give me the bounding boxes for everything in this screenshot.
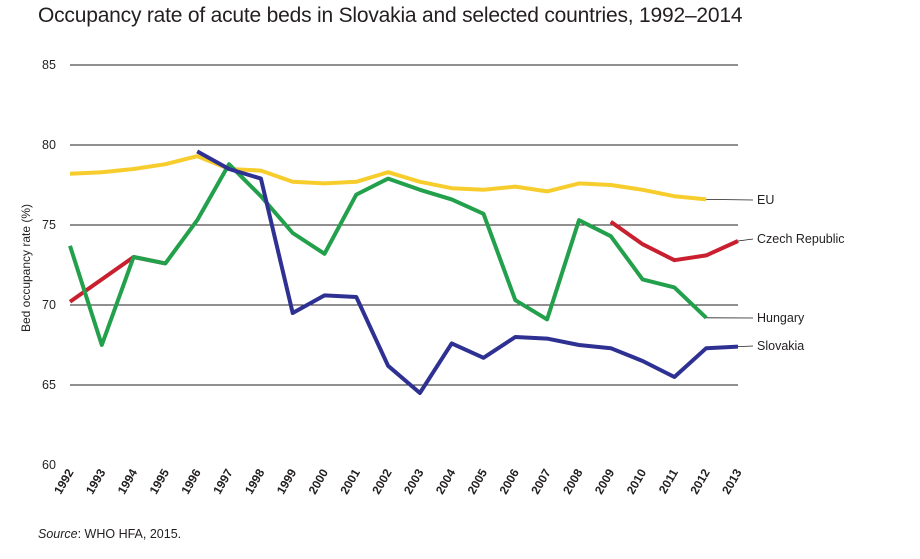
x-tick-label: 2012 xyxy=(687,466,713,496)
y-tick-label: 80 xyxy=(42,138,56,152)
source-note: Source: WHO HFA, 2015. xyxy=(38,527,181,541)
series-line-hungary xyxy=(68,162,708,347)
series-label-eu: EU xyxy=(757,193,774,207)
x-axis-ticks: 1992 1993 1994 1995 1996 1997 1998 1999 2000 2001… xyxy=(51,466,745,496)
source-text: : WHO HFA, 2015. xyxy=(77,527,182,541)
series-line-slovakia xyxy=(196,149,739,395)
leader-line-czech-republic xyxy=(737,238,754,242)
x-tick-label: 1997 xyxy=(210,466,236,496)
x-tick-label: 2004 xyxy=(433,466,459,496)
series-label-czech-republic: Czech Republic xyxy=(757,232,845,246)
x-tick-label: 2013 xyxy=(719,466,745,496)
x-tick-label: 2010 xyxy=(624,466,650,496)
y-tick-label: 60 xyxy=(42,458,56,472)
x-tick-label: 1998 xyxy=(242,466,268,496)
x-tick-label: 2001 xyxy=(337,466,363,496)
leader-line-slovakia xyxy=(737,345,754,347)
series-line-czech-republic xyxy=(609,220,739,263)
y-tick-label: 65 xyxy=(42,378,56,392)
x-tick-label: 1994 xyxy=(115,466,141,496)
x-tick-label: 1995 xyxy=(147,466,173,496)
series-labels: EU Czech Republic Hungary Slovakia xyxy=(706,193,845,353)
series-line-eu xyxy=(69,154,707,202)
chart-title: Occupancy rate of acute beds in Slovakia… xyxy=(38,4,743,27)
x-tick-label: 2005 xyxy=(465,466,491,496)
x-tick-label: 2007 xyxy=(528,466,554,496)
x-tick-label: 2009 xyxy=(592,466,618,496)
series-label-slovakia: Slovakia xyxy=(757,339,804,353)
x-tick-label: 2003 xyxy=(401,466,427,496)
x-tick-label: 2008 xyxy=(560,466,586,496)
y-tick-label: 85 xyxy=(42,58,56,72)
x-tick-label: 1993 xyxy=(83,466,109,496)
x-tick-label: 2000 xyxy=(306,466,332,496)
x-tick-label: 2002 xyxy=(369,466,395,496)
series-label-hungary: Hungary xyxy=(757,311,805,325)
x-tick-label: 1996 xyxy=(178,466,204,496)
y-axis-label: Bed occupancy rate (%) xyxy=(19,204,33,332)
x-tick-label: 2006 xyxy=(496,466,522,496)
leader-line-eu xyxy=(706,199,754,201)
y-axis-ticks: 60 65 70 75 80 85 xyxy=(42,58,56,472)
y-tick-label: 75 xyxy=(42,218,56,232)
source-label: Source xyxy=(38,527,78,541)
y-tick-label: 70 xyxy=(42,298,56,312)
series-lines xyxy=(68,149,739,395)
gridlines xyxy=(70,64,738,386)
x-tick-label: 2011 xyxy=(656,466,681,496)
x-tick-label: 1999 xyxy=(274,466,300,496)
